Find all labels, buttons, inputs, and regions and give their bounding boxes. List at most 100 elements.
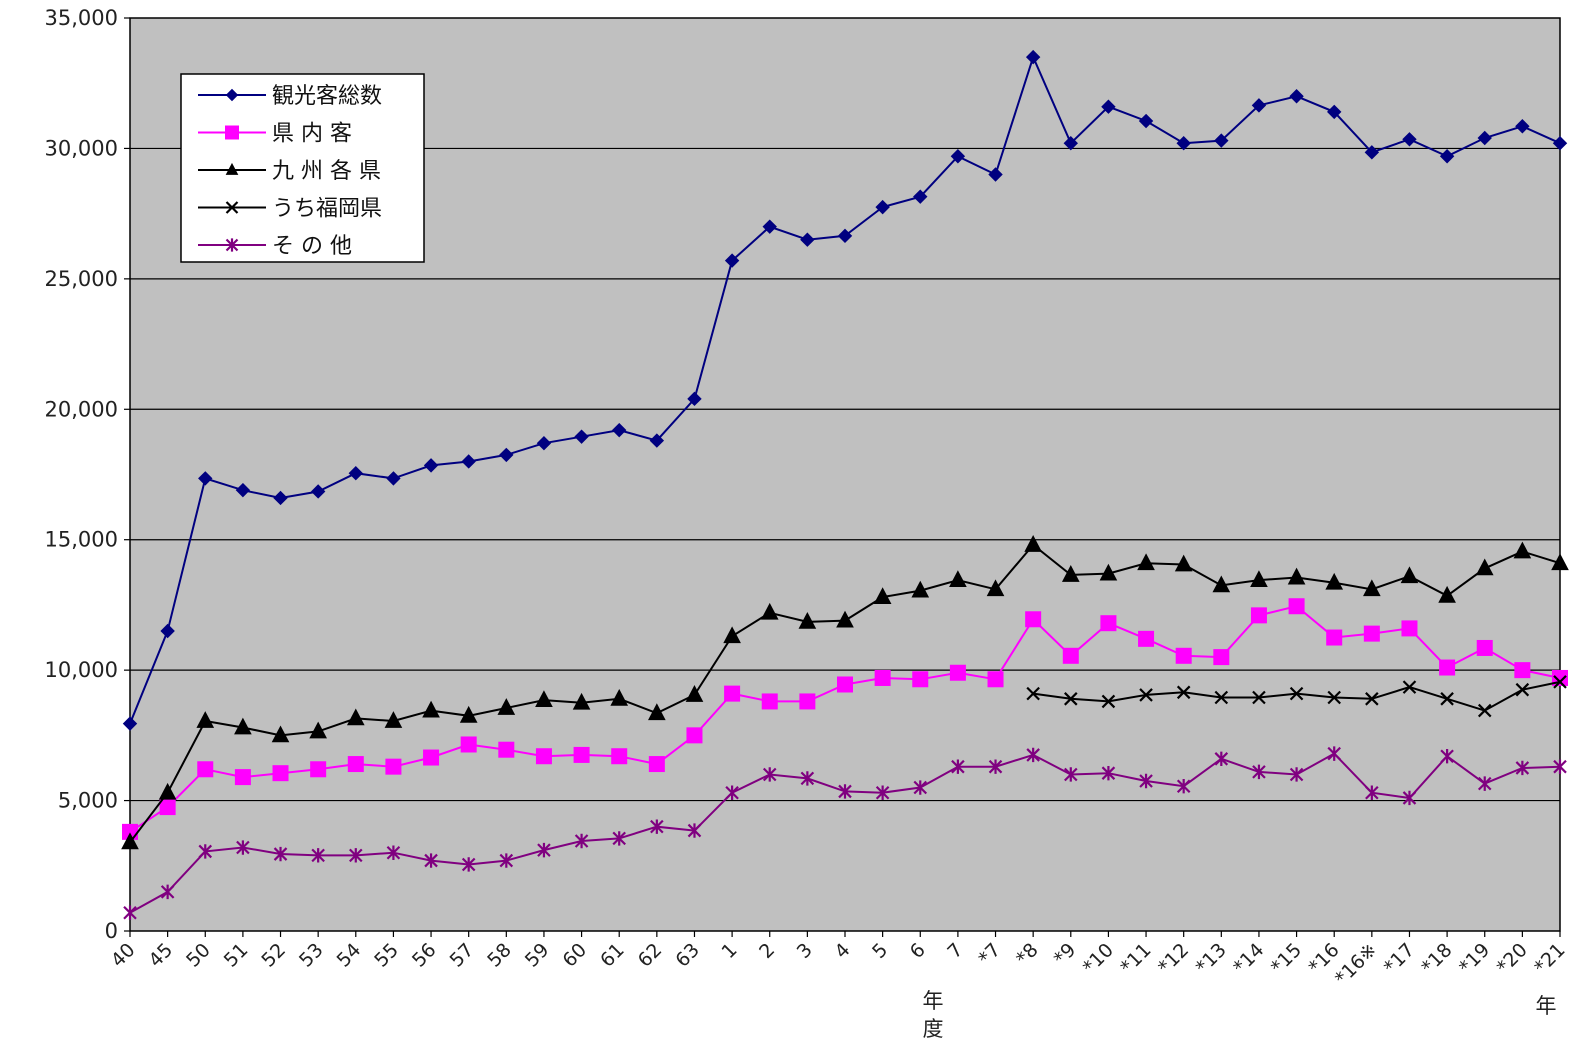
y-tick-label: 15,000 [45, 528, 118, 552]
data-point [723, 626, 741, 644]
data-point [1026, 747, 1040, 763]
data-point [1214, 133, 1229, 148]
data-point [1063, 136, 1078, 151]
data-point [1176, 779, 1191, 794]
x-tick-label: 3 [793, 939, 817, 963]
x-tick-label: 5 [868, 939, 892, 963]
data-point [386, 471, 401, 486]
x-tick-label: 51 [220, 939, 253, 972]
data-point [873, 587, 892, 605]
data-point [1250, 570, 1268, 588]
data-point [875, 199, 890, 215]
data-point [648, 703, 666, 721]
data-point [1137, 553, 1155, 571]
legend-label: 県 内 客 [272, 122, 352, 147]
data-point [911, 580, 930, 598]
data-point [311, 848, 325, 863]
data-point [271, 725, 290, 743]
x-unit-label-fiscal-2: 度 [923, 1017, 944, 1041]
data-point [1476, 639, 1493, 656]
y-axis-ticks: 0 5,000 10,000 15,000 20,000 25,000 30,000 35,0… [45, 6, 130, 943]
data-point [1475, 558, 1494, 576]
x-tick-label: *20 [1493, 939, 1532, 978]
data-point [949, 664, 966, 681]
data-point [950, 149, 966, 164]
series-4 [1026, 675, 1567, 718]
data-point [987, 671, 1004, 688]
legend-item: 九 州 各 県 [198, 159, 381, 184]
data-point [610, 688, 629, 706]
y-tick-label: 10,000 [45, 658, 118, 682]
y-tick-label: 20,000 [45, 397, 118, 421]
data-point [1551, 553, 1569, 571]
x-tick-label: 54 [333, 939, 366, 972]
x-axis-ticks: 40 45 50 51 52 53 54 55 56 57 58 59 60 61 62 63 1 2 3 4 5 6 7 *… [107, 931, 1570, 990]
data-point [725, 785, 739, 800]
x-tick-label: 7 [943, 939, 967, 963]
legend-label: 観光客総数 [272, 84, 382, 109]
data-point [424, 853, 438, 868]
data-point [1213, 649, 1230, 666]
data-point [1515, 682, 1530, 697]
data-point [612, 831, 626, 846]
data-point [197, 761, 214, 778]
x-unit-label-fiscal-1: 年 [923, 989, 944, 1013]
legend-box [180, 73, 425, 263]
legend-marker [225, 162, 239, 175]
legend-item: うち福岡県 [198, 197, 382, 222]
data-point [1214, 690, 1229, 705]
data-point [1061, 565, 1080, 582]
legend-label: 九 州 各 県 [272, 159, 381, 184]
data-point [498, 741, 515, 758]
data-point [574, 429, 589, 444]
data-point [198, 844, 213, 859]
data-point [1400, 566, 1419, 584]
x-tick-label: *8 [1012, 939, 1043, 970]
x-unit-label-year: 年 [1536, 994, 1557, 1018]
x-tick-label: *15 [1267, 939, 1306, 978]
data-point [423, 458, 439, 473]
data-point [1402, 680, 1417, 694]
data-point [1402, 790, 1417, 806]
data-point [121, 832, 139, 850]
data-point [1251, 98, 1267, 113]
data-point [234, 769, 251, 786]
data-point [535, 748, 552, 765]
data-point [837, 228, 853, 244]
data-point [800, 771, 815, 786]
data-point [1553, 675, 1567, 689]
data-point [273, 846, 288, 862]
x-tick-label: *7 [974, 939, 1005, 970]
legend-marker [225, 125, 239, 140]
x-tick-label: 40 [107, 939, 140, 972]
data-point [1100, 615, 1117, 632]
data-point [272, 765, 289, 782]
data-point [1101, 99, 1116, 114]
y-tick-label: 5,000 [58, 789, 118, 813]
data-point [1327, 104, 1342, 120]
data-point [761, 693, 778, 710]
data-point [649, 433, 665, 448]
series-2 [122, 598, 1568, 840]
data-point [1250, 607, 1267, 624]
data-point [273, 490, 288, 506]
data-point [1365, 785, 1379, 800]
data-point [386, 845, 401, 860]
x-tick-label: *18 [1417, 939, 1456, 978]
x-tick-label: 4 [830, 939, 854, 963]
data-point [422, 700, 440, 718]
x-tick-label: *9 [1049, 939, 1080, 970]
series-1 [122, 49, 1568, 731]
data-point [1326, 629, 1343, 646]
data-point [1553, 759, 1567, 774]
data-point [310, 484, 326, 499]
data-point [535, 690, 553, 708]
data-point [1363, 579, 1381, 597]
x-tick-label: 2 [755, 939, 779, 963]
y-tick-label: 35,000 [45, 6, 118, 30]
data-point [236, 840, 250, 855]
legend-item: 観光客総数 [198, 84, 382, 109]
data-point [1214, 751, 1229, 767]
data-point [235, 482, 251, 498]
